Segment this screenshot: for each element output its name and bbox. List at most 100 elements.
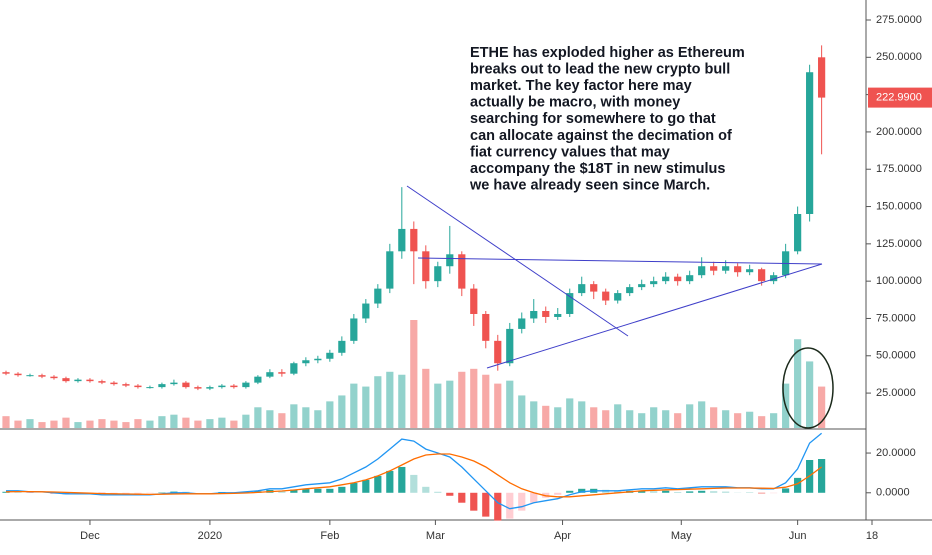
volume-bar xyxy=(182,418,189,428)
candle-body xyxy=(182,383,189,387)
annotation-line: fiat currency values that may xyxy=(470,144,670,160)
candle-body xyxy=(650,281,657,284)
y-tick-label: 275.0000 xyxy=(876,14,922,26)
histogram-bar xyxy=(314,489,321,493)
volume-bar xyxy=(2,416,9,428)
volume-bar xyxy=(278,413,285,428)
volume-bar xyxy=(554,407,561,428)
volume-bar xyxy=(614,404,621,428)
annotation-line: we have already seen since March. xyxy=(469,178,710,194)
candle-body xyxy=(50,377,57,378)
candle-body xyxy=(170,383,177,384)
histogram-bar xyxy=(398,467,405,493)
y-tick-label: 50.0000 xyxy=(876,350,916,362)
x-tick-label: Apr xyxy=(554,530,571,542)
volume-bar xyxy=(158,416,165,428)
histogram-bar xyxy=(458,493,465,503)
candle-body xyxy=(794,214,801,251)
candle-body xyxy=(14,374,21,375)
volume-bar xyxy=(362,387,369,428)
volume-bar xyxy=(734,413,741,428)
candle-body xyxy=(758,269,765,281)
volume-bar xyxy=(218,418,225,428)
candle-body xyxy=(194,387,201,388)
y-tick-label: 100.0000 xyxy=(876,275,922,287)
histogram-bar xyxy=(650,491,657,493)
histogram-bar xyxy=(782,488,789,492)
histogram-bar xyxy=(722,492,729,493)
volume-bar xyxy=(206,419,213,428)
candle-body xyxy=(542,311,549,317)
candle-body xyxy=(470,289,477,314)
candle-body xyxy=(554,314,561,317)
volume-bar xyxy=(350,384,357,428)
volume-bar xyxy=(770,413,777,428)
volume-bar xyxy=(626,410,633,428)
volume-bar xyxy=(434,384,441,428)
volume-bar xyxy=(446,381,453,428)
volume-bar xyxy=(398,375,405,428)
candle-body xyxy=(314,359,321,360)
annotation-line: searching for somewhere to go that xyxy=(470,111,716,127)
volume-bar xyxy=(458,372,465,428)
candle-body xyxy=(98,381,105,382)
volume-bar xyxy=(674,413,681,428)
candle-body xyxy=(458,254,465,288)
volume-bar xyxy=(410,320,417,428)
candle-body xyxy=(158,384,165,387)
histogram-bar xyxy=(710,491,717,493)
volume-bar xyxy=(530,401,537,428)
volume-bar xyxy=(566,398,573,428)
y-tick-label: 150.0000 xyxy=(876,200,922,212)
annotation-line: accompany the $18T in new stimulus xyxy=(470,161,725,177)
volume-bar xyxy=(26,419,33,428)
volume-bar xyxy=(74,422,81,428)
volume-bar xyxy=(662,410,669,428)
candle-body xyxy=(134,386,141,387)
annotation-line: breaks out to lead the new crypto bull xyxy=(470,61,730,77)
volume-bar xyxy=(746,412,753,428)
candle-body xyxy=(674,277,681,281)
candle-body xyxy=(242,383,249,387)
volume-bar xyxy=(374,376,381,428)
x-tick-label: May xyxy=(671,530,692,542)
candle-body xyxy=(662,277,669,281)
volume-bar xyxy=(170,415,177,428)
annotation-line: actually be macro, with money xyxy=(470,95,680,111)
volume-bar xyxy=(710,407,717,428)
volume-bar xyxy=(122,422,129,428)
y2-tick-label: 0.0000 xyxy=(876,487,910,499)
candle-body xyxy=(494,341,501,363)
volume-bar xyxy=(338,395,345,428)
candle-body xyxy=(146,387,153,388)
volume-bar xyxy=(542,406,549,428)
candle-body xyxy=(590,284,597,291)
candle-body xyxy=(230,386,237,387)
volume-bar xyxy=(482,375,489,428)
histogram-bar xyxy=(554,493,561,495)
histogram-bar xyxy=(434,492,441,493)
y-tick-label: 200.0000 xyxy=(876,126,922,138)
volume-bar xyxy=(758,416,765,428)
x-tick-label: Jun xyxy=(789,530,807,542)
candle-body xyxy=(38,375,45,376)
candle-body xyxy=(518,318,525,328)
histogram-bar xyxy=(446,493,453,496)
histogram-bar xyxy=(386,471,393,493)
volume-bar xyxy=(518,395,525,428)
volume-bar xyxy=(794,339,801,428)
x-tick-label: Dec xyxy=(80,530,100,542)
volume-bar xyxy=(698,401,705,428)
volume-bar xyxy=(722,410,729,428)
volume-bar xyxy=(50,421,57,428)
candle-body xyxy=(206,387,213,388)
volume-bar xyxy=(86,421,93,428)
histogram-bar xyxy=(530,493,537,503)
volume-bar xyxy=(14,421,21,428)
histogram-bar xyxy=(134,493,141,494)
histogram-bar xyxy=(674,492,681,493)
candle-body xyxy=(302,360,309,363)
histogram-bar xyxy=(350,483,357,493)
histogram-bar xyxy=(338,487,345,493)
